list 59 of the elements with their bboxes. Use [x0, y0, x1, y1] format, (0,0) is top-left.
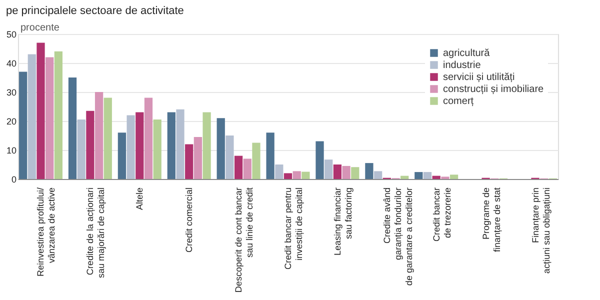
bar: [54, 51, 63, 179]
bar: [450, 174, 458, 179]
bar: [94, 92, 104, 179]
bar: [104, 98, 112, 179]
bar: [266, 132, 274, 179]
x-tick-label: Altele: [134, 188, 145, 210]
legend-label: comerț: [443, 96, 474, 107]
bar: [28, 54, 36, 179]
bar: [226, 136, 234, 179]
bar: [252, 142, 260, 179]
chart-title: pe principalele sectoare de activitate: [6, 5, 184, 17]
bar: [414, 172, 423, 179]
bar: [284, 173, 292, 179]
bar: [333, 164, 342, 179]
bar: [136, 112, 144, 179]
y-tick-label: 20: [6, 116, 16, 126]
bar: [351, 167, 360, 179]
y-tick-label: 10: [6, 146, 16, 156]
y-tick-label: 40: [6, 58, 16, 68]
bar: [176, 109, 184, 179]
bar: [167, 112, 176, 179]
x-tick-label: Credit comercial: [184, 188, 194, 253]
bar: [118, 132, 126, 179]
bar: [77, 120, 86, 179]
bar: [234, 156, 243, 179]
bar: [423, 172, 432, 179]
bar: [68, 78, 77, 179]
bar: [185, 144, 194, 179]
bar: [46, 57, 54, 179]
x-tick-label: Reinvestirea profitului/ vânzarea de active: [36, 187, 57, 277]
legend-label: construcții și imobiliare: [443, 84, 544, 95]
y-tick-label: 30: [6, 88, 16, 98]
bar: [243, 158, 252, 179]
bar: [324, 160, 333, 179]
bar: [202, 112, 211, 179]
bar: [36, 42, 45, 179]
y-tick-label: 0: [11, 174, 16, 184]
bar: [144, 98, 153, 179]
bar: [342, 166, 350, 179]
bar: [432, 176, 440, 179]
bar: [316, 141, 324, 179]
bar: [400, 176, 409, 179]
bar: [18, 72, 28, 179]
y-tick-label: 50: [6, 30, 16, 40]
legend-label: agricultură: [443, 48, 490, 59]
bar: [194, 136, 202, 179]
y-axis-title: procente: [20, 22, 60, 34]
bar: [126, 115, 135, 179]
bar: [302, 172, 310, 179]
bar: [153, 120, 162, 179]
bar: [86, 110, 94, 179]
bar: [374, 171, 382, 179]
bar: [275, 164, 284, 179]
x-tick-label: Descoperit de cont bancar sau linie de credit: [234, 187, 255, 293]
bar: [216, 118, 225, 179]
legend-label: industrie: [443, 60, 482, 71]
bar: [365, 163, 374, 179]
bar: [292, 171, 301, 179]
legend-label: servicii și utilități: [443, 72, 515, 83]
